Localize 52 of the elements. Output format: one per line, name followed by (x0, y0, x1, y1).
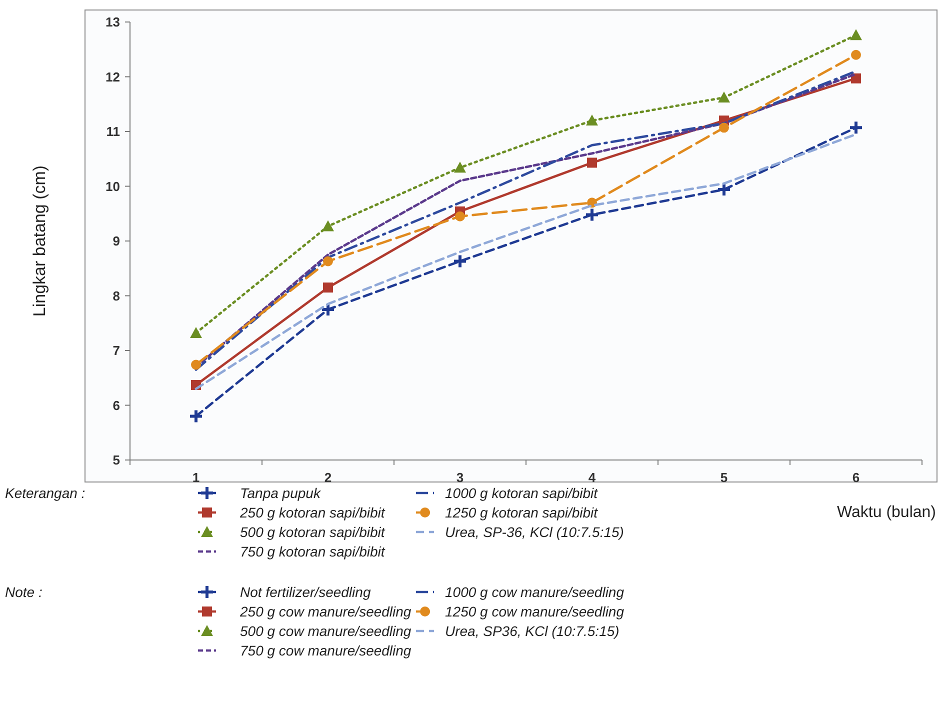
point (452, 254, 468, 269)
point (323, 282, 333, 293)
x-tick-label: 5 (720, 470, 728, 485)
text: 750 g cow manure/seedling (240, 642, 412, 658)
y-axis-title: Lingkar batang (cm) (30, 165, 49, 317)
legend-label: 250 g kotoran sapi/bibit (239, 504, 386, 520)
point (851, 73, 861, 84)
point (322, 220, 334, 232)
text: Urea, SP36, KCl (10:7.5:15) (445, 622, 620, 639)
text: 250 g cow manure/seedling (239, 603, 412, 620)
x-tick-label: 4 (588, 470, 596, 485)
text: 1000 g cow manure/seedling (445, 584, 624, 600)
legend-label: 750 g kotoran sapi/bibit (240, 543, 386, 560)
point (848, 120, 864, 136)
point (323, 256, 333, 266)
point (587, 158, 597, 168)
x-tick-label: 6 (852, 470, 860, 485)
y-tick-label: 6 (112, 398, 120, 413)
y-tick-label: 5 (112, 452, 120, 468)
x-tick-label: 1 (192, 470, 200, 485)
point (191, 360, 201, 370)
legend-label: 500 g kotoran sapi/bibit (240, 524, 386, 540)
legend-label: Urea, SP-36, KCl (10:7.5:15) (445, 524, 624, 540)
legend-label: 1250 g kotoran sapi/bibit (445, 504, 599, 520)
point (455, 211, 465, 222)
text: Not fertilizer/seedling (240, 584, 371, 600)
y-tick-label: 10 (106, 178, 120, 194)
y-tick-label: 9 (112, 234, 120, 249)
legend-title: Keterangan : (5, 485, 86, 501)
y-tick-label: 13 (106, 14, 120, 30)
text: 1250 g cow manure/seedling (445, 603, 624, 620)
point (850, 29, 862, 40)
point (454, 162, 466, 173)
x-tick-label: 3 (456, 470, 464, 485)
point (718, 92, 730, 103)
point (584, 207, 600, 222)
point (719, 122, 729, 133)
point (586, 114, 598, 126)
text: 500 g cow manure/seedling (240, 622, 412, 639)
text: Note : (5, 584, 42, 600)
legend-label: 1000 g kotoran sapi/bibit (445, 484, 599, 501)
y-tick-label: 7 (112, 343, 120, 358)
legend-label: Tanpa pupuk (240, 484, 322, 501)
point (851, 50, 861, 60)
x-tick-label: 2 (324, 470, 332, 485)
point (190, 326, 202, 338)
point (716, 182, 732, 198)
y-tick-label: 12 (106, 69, 120, 84)
y-tick-label: 8 (112, 288, 120, 304)
point (188, 408, 204, 424)
y-tick-label: 11 (106, 124, 120, 140)
x-axis-title: Waktu (bulan) (837, 504, 936, 521)
